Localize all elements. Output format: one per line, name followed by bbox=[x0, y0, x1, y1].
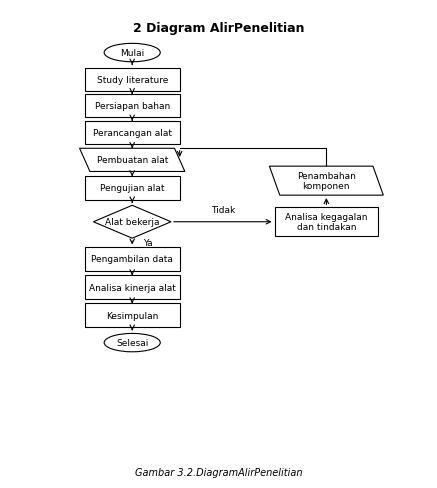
Text: Selesai: Selesai bbox=[116, 338, 149, 347]
Text: Perancangan alat: Perancangan alat bbox=[93, 128, 172, 138]
FancyBboxPatch shape bbox=[85, 177, 180, 200]
FancyBboxPatch shape bbox=[85, 248, 180, 271]
Text: Analisa kinerja alat: Analisa kinerja alat bbox=[89, 283, 176, 292]
FancyBboxPatch shape bbox=[85, 122, 180, 144]
Text: Study literature: Study literature bbox=[97, 76, 168, 84]
Text: Persiapan bahan: Persiapan bahan bbox=[94, 102, 170, 111]
Text: Penambahan
komponen: Penambahan komponen bbox=[297, 172, 356, 191]
Ellipse shape bbox=[104, 334, 160, 352]
Polygon shape bbox=[80, 149, 185, 172]
Text: Ya: Ya bbox=[143, 239, 153, 248]
Text: 2 Diagram AlirPenelitian: 2 Diagram AlirPenelitian bbox=[133, 22, 304, 35]
Text: Mulai: Mulai bbox=[120, 49, 144, 58]
FancyBboxPatch shape bbox=[85, 304, 180, 327]
FancyBboxPatch shape bbox=[85, 95, 180, 118]
Polygon shape bbox=[94, 206, 171, 239]
FancyBboxPatch shape bbox=[85, 276, 180, 299]
Text: Gambar 3.2.DiagramAlirPenelitian: Gambar 3.2.DiagramAlirPenelitian bbox=[135, 467, 302, 477]
Text: Pengambilan data: Pengambilan data bbox=[91, 255, 173, 264]
FancyBboxPatch shape bbox=[274, 208, 378, 237]
Text: Tidak: Tidak bbox=[211, 206, 235, 215]
Text: Alat bekerja: Alat bekerja bbox=[105, 218, 160, 227]
Text: Pengujian alat: Pengujian alat bbox=[100, 184, 164, 193]
Ellipse shape bbox=[104, 44, 160, 62]
FancyBboxPatch shape bbox=[85, 68, 180, 92]
Text: Kesimpulan: Kesimpulan bbox=[106, 311, 158, 320]
Polygon shape bbox=[269, 167, 383, 196]
Text: Analisa kegagalan
dan tindakan: Analisa kegagalan dan tindakan bbox=[285, 213, 368, 232]
Text: Pembuatan alat: Pembuatan alat bbox=[97, 156, 168, 165]
